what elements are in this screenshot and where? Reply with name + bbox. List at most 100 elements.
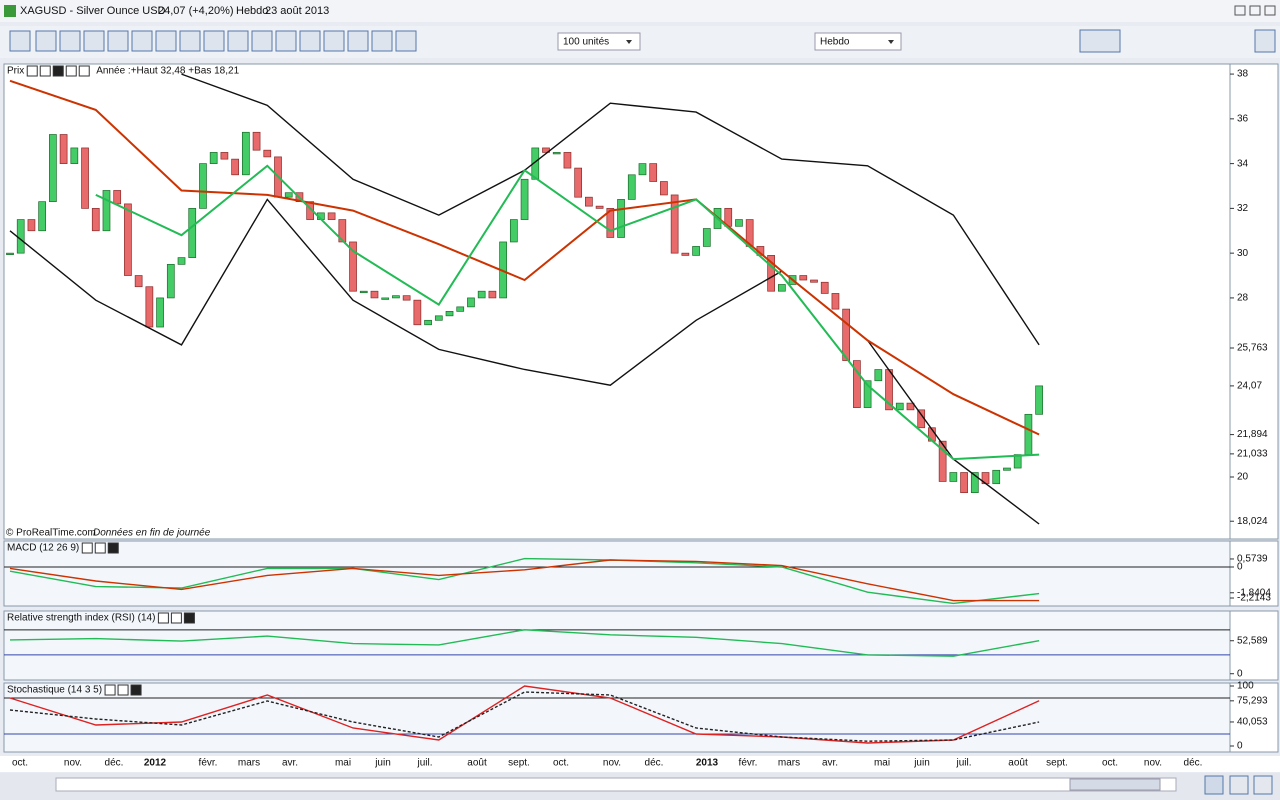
x-tick-label: juin [374, 758, 391, 769]
panel-icon[interactable] [104, 684, 116, 696]
y-tick-label: 36 [1237, 113, 1249, 124]
indicator-line [9, 629, 1040, 657]
units-dropdown[interactable] [557, 32, 641, 51]
panel-icon[interactable] [65, 65, 77, 77]
tool-button[interactable] [131, 30, 153, 52]
tool-button[interactable] [83, 30, 105, 52]
panel-title: Prix [7, 66, 24, 77]
tool-button[interactable] [299, 30, 321, 52]
panel-icon[interactable] [94, 542, 106, 554]
panel-icon[interactable] [26, 65, 38, 77]
y-tick-label: 52,589 [1237, 635, 1268, 646]
close-button[interactable] [1264, 5, 1276, 16]
drawing-tools [9, 29, 1276, 53]
panel-icon[interactable] [52, 65, 64, 77]
candle [563, 152, 572, 169]
tool-button[interactable] [107, 30, 129, 52]
y-tick-label: 24,07 [1237, 381, 1262, 392]
tool-button[interactable] [371, 30, 393, 52]
charts: 38 36 34 32 30 28 25,763 24,07 21,894 21,033 20 18,… [3, 63, 1279, 753]
x-tick-label: nov. [64, 758, 82, 769]
candle [424, 319, 432, 326]
minimize-button[interactable] [1234, 5, 1246, 16]
x-tick-label: mars [238, 758, 260, 769]
x-tick-label: 2012 [144, 758, 167, 769]
x-tick-label: juil. [955, 758, 971, 769]
candle [552, 152, 561, 155]
y-tick-label: 20 [1237, 472, 1249, 483]
panel-title: Relative strength index (RSI) (14) [7, 613, 155, 624]
panel-title: Stochastique (14 3 5) [7, 685, 102, 696]
scrollbar-thumb[interactable] [1069, 778, 1161, 791]
tool-button[interactable] [9, 30, 31, 52]
candle [938, 440, 947, 482]
panel-icon[interactable] [81, 542, 93, 554]
x-tick-label: 2013 [696, 758, 719, 769]
candle [777, 284, 786, 292]
x-tick-label: août [1008, 758, 1028, 769]
timeframe: Hebdo [820, 37, 850, 48]
timeframe-dropdown[interactable] [814, 32, 902, 51]
y-tick-label: -1,8404 [1237, 587, 1271, 598]
panel-icon[interactable] [117, 684, 129, 696]
panel-icon[interactable] [107, 542, 119, 554]
panel-title: MACD (12 26 9) [7, 543, 79, 554]
candle [906, 402, 915, 411]
panel-icon[interactable] [78, 65, 90, 77]
dropdown-arrow [626, 40, 632, 44]
price-axis [1229, 610, 1279, 681]
candle [177, 257, 186, 265]
candle [263, 149, 272, 158]
candle [767, 255, 775, 292]
candle [413, 299, 422, 326]
panel-icon[interactable] [130, 684, 142, 696]
panel-icon[interactable] [39, 65, 51, 77]
tool-button[interactable] [347, 30, 369, 52]
tool-button[interactable] [323, 30, 345, 52]
tool-button[interactable] [35, 30, 57, 52]
zoom-out-button[interactable] [1229, 775, 1249, 795]
x-tick-label: sept. [508, 758, 530, 769]
tool-button[interactable] [275, 30, 297, 52]
candle [617, 199, 625, 238]
price-axis [1229, 682, 1279, 753]
candle [145, 286, 154, 328]
panel-icon[interactable] [170, 612, 182, 624]
zoom-in-button[interactable] [1253, 775, 1273, 795]
indicator-line [9, 559, 1040, 602]
x-tick-label: oct. [1102, 758, 1118, 769]
candle [402, 295, 411, 301]
scrollbar[interactable] [55, 777, 1177, 792]
panel-icon[interactable] [183, 612, 195, 624]
y-tick-label: 34 [1237, 158, 1249, 169]
candle [359, 290, 368, 294]
candle [1035, 385, 1043, 415]
tool-button[interactable] [179, 30, 201, 52]
candle [874, 369, 883, 382]
y-tick-label: 32 [1237, 203, 1249, 214]
candle [820, 281, 829, 294]
indicators-button[interactable] [1079, 29, 1121, 53]
side-button[interactable] [1254, 29, 1276, 53]
zoom-button[interactable] [1204, 775, 1224, 795]
tool-button[interactable] [203, 30, 225, 52]
y-tick-label: 21,894 [1237, 429, 1268, 440]
indicator-line [9, 557, 1040, 605]
restore-button[interactable] [1249, 5, 1261, 16]
tool-button[interactable] [227, 30, 249, 52]
panel-icon[interactable] [157, 612, 169, 624]
x-tick-label: févr. [739, 758, 758, 769]
y-tick-label: 18,024 [1237, 516, 1268, 527]
x-tick-label: nov. [1144, 758, 1162, 769]
y-tick-label: 38 [1237, 69, 1249, 80]
tool-button[interactable] [395, 30, 417, 52]
candle [488, 290, 497, 299]
tool-button[interactable] [59, 30, 81, 52]
symbol: XAGUSD - Silver Ounce USD [20, 5, 166, 17]
candle [702, 228, 711, 247]
tool-button[interactable] [251, 30, 273, 52]
tool-button[interactable] [155, 30, 177, 52]
x-tick-label: juin [913, 758, 930, 769]
x-tick-label: août [467, 758, 487, 769]
candle [102, 190, 111, 232]
